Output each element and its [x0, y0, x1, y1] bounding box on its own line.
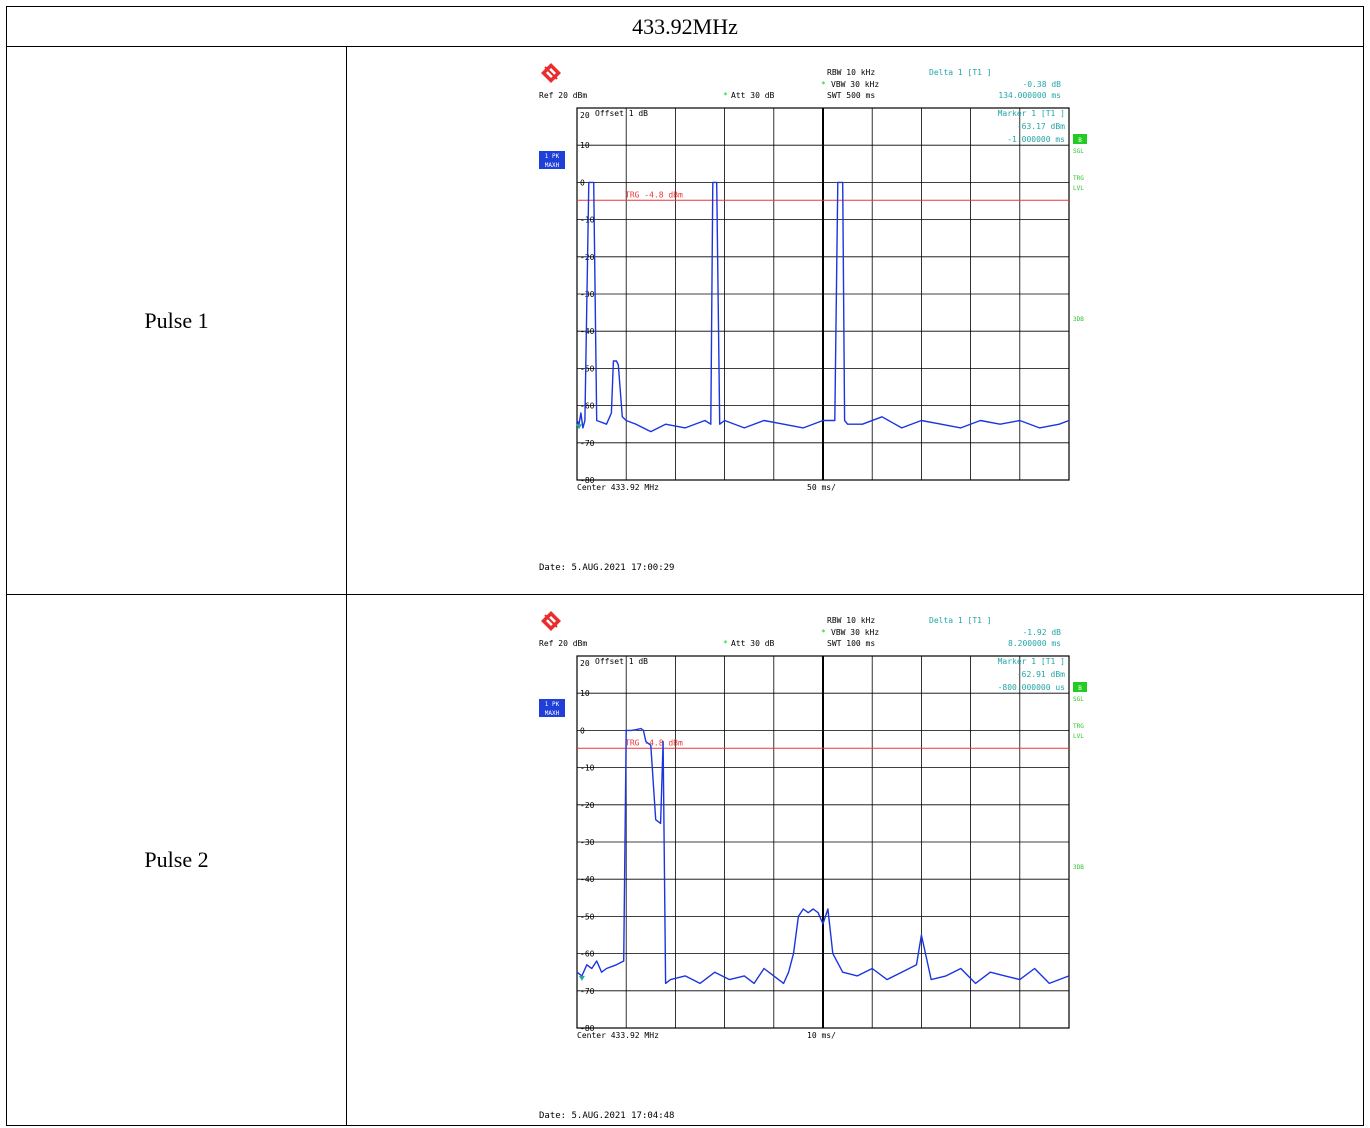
sidebar-lvl: LVL — [1073, 185, 1084, 192]
row-label: Pulse 2 — [7, 595, 347, 1125]
trace-badge-bottom — [539, 708, 565, 717]
rohde-schwarz-diamond-icon — [541, 63, 561, 83]
y-tick-label: 0 — [580, 726, 585, 735]
y-tick-label: -60 — [580, 402, 595, 411]
marker-dbm: -63.17 dBm — [1017, 122, 1065, 131]
ref-label: Ref 20 dBm — [539, 639, 587, 648]
date-label: Date: 5.AUG.2021 17:00:29 — [539, 563, 674, 573]
y-tick-label: 20 — [580, 659, 590, 668]
rbw-label: RBW 10 kHz — [827, 616, 875, 625]
time-per-div-label: 50 ms/ — [807, 483, 836, 492]
y-tick-label: -60 — [580, 950, 595, 959]
sidebar-trg: TRG — [1073, 175, 1084, 182]
y-tick-label: -70 — [580, 439, 595, 448]
trace-badge-bottom-label: MAXH — [545, 710, 560, 717]
y-tick-label: -40 — [580, 875, 595, 884]
swt-label: SWT 100 ms — [827, 639, 875, 648]
att-star: * — [723, 91, 728, 100]
delta-time: 134.000000 ms — [998, 91, 1061, 100]
sidebar-3db: 3DB — [1073, 864, 1084, 871]
att-label: Att 30 dB — [731, 639, 775, 648]
marker-label: Marker 1 [T1 ] — [998, 109, 1065, 118]
sidebar-sgl: SGL — [1073, 148, 1084, 155]
y-tick-label: -40 — [580, 327, 595, 336]
y-tick-label: -10 — [580, 764, 595, 773]
rbw-label: RBW 10 kHz — [827, 68, 875, 77]
y-tick-label: -20 — [580, 801, 595, 810]
trace-badge-top — [539, 699, 565, 708]
y-tick-label: -50 — [580, 912, 595, 921]
att-star: * — [723, 639, 728, 648]
delta-time: 8.200000 ms — [1008, 639, 1061, 648]
sidebar-sgl: SGL — [1073, 696, 1084, 703]
trace-badge-bottom-label: MAXH — [545, 162, 560, 169]
date-label: Date: 5.AUG.2021 17:04:48 — [539, 1111, 674, 1121]
row-label: Pulse 1 — [7, 47, 347, 594]
rohde-schwarz-diamond-icon — [541, 611, 561, 631]
vbw-star: * — [821, 80, 826, 89]
offset-label: Offset 1 dB — [595, 657, 648, 666]
trace-badge-bottom — [539, 160, 565, 169]
offset-label: Offset 1 dB — [595, 109, 648, 118]
delta-label: Delta 1 [T1 ] — [929, 616, 992, 625]
screenshot-cell: RBW 10 kHz VBW 30 kHz * SWT 500 ms Ref 20 dB… — [347, 47, 1363, 594]
y-tick-label: -10 — [580, 216, 595, 225]
delta-db: -1.92 dB — [1022, 628, 1061, 637]
sidebar-lvl: LVL — [1073, 733, 1084, 740]
spectrum-trace — [576, 181, 1070, 433]
y-tick-label: -80 — [580, 476, 595, 485]
y-tick-label: 20 — [580, 111, 590, 120]
swt-label: SWT 500 ms — [827, 91, 875, 100]
att-label: Att 30 dB — [731, 91, 775, 100]
y-tick-label: -80 — [580, 1024, 595, 1033]
trigger-label: TRG -4.8 dBm — [625, 190, 683, 199]
vbw-label: VBW 30 kHz — [831, 628, 879, 637]
trace-badge-top-label: 1 PK — [545, 701, 560, 708]
sidebar-b-badge — [1073, 134, 1087, 144]
delta-db: -0.38 dB — [1022, 80, 1061, 89]
ref-label: Ref 20 dBm — [539, 91, 587, 100]
trace-badge-top — [539, 151, 565, 160]
spectrum-trace — [576, 727, 1070, 985]
screenshot-cell: RBW 10 kHz VBW 30 kHz * SWT 100 ms Ref 20 dB… — [347, 595, 1363, 1125]
sidebar-b-label: B — [1078, 685, 1082, 692]
marker-label: Marker 1 [T1 ] — [998, 657, 1065, 666]
y-tick-label: -70 — [580, 987, 595, 996]
marker-time: -1.000000 ms — [1007, 135, 1065, 144]
y-tick-label: 10 — [580, 689, 590, 698]
sidebar-3db: 3DB — [1073, 316, 1084, 323]
sidebar-trg: TRG — [1073, 723, 1084, 730]
sidebar-b-badge — [1073, 682, 1087, 692]
y-tick-label: 10 — [580, 141, 590, 150]
marker-dbm: -62.91 dBm — [1017, 670, 1065, 679]
vbw-star: * — [821, 628, 826, 637]
vbw-label: VBW 30 kHz — [831, 80, 879, 89]
marker-triangle — [575, 424, 582, 430]
trace-badge-top-label: 1 PK — [545, 153, 560, 160]
time-per-div-label: 10 ms/ — [807, 1031, 836, 1040]
delta-label: Delta 1 [T1 ] — [929, 68, 992, 77]
marker-time: -800.000000 us — [998, 683, 1066, 692]
table-row: Pulse 2 RBW 10 kHz VBW 30 kHz * SWT 100 ms R… — [7, 595, 1363, 1125]
center-frequency-label: Center 433.92 MHz — [577, 483, 659, 492]
y-tick-label: -30 — [580, 838, 595, 847]
table-row: Pulse 1 RBW 10 kHz VBW 30 kHz * SWT 500 ms R… — [7, 47, 1363, 595]
trigger-label: TRG -4.8 dBm — [625, 738, 683, 747]
results-table: 433.92MHz Pulse 1 RBW 10 kHz VBW 30 kHz * S… — [6, 6, 1364, 1126]
y-tick-label: 0 — [580, 178, 585, 187]
center-frequency-label: Center 433.92 MHz — [577, 1031, 659, 1040]
table-header: 433.92MHz — [7, 7, 1363, 47]
marker-triangle — [578, 975, 585, 981]
sidebar-b-label: B — [1078, 137, 1082, 144]
y-tick-label: -50 — [580, 364, 595, 373]
